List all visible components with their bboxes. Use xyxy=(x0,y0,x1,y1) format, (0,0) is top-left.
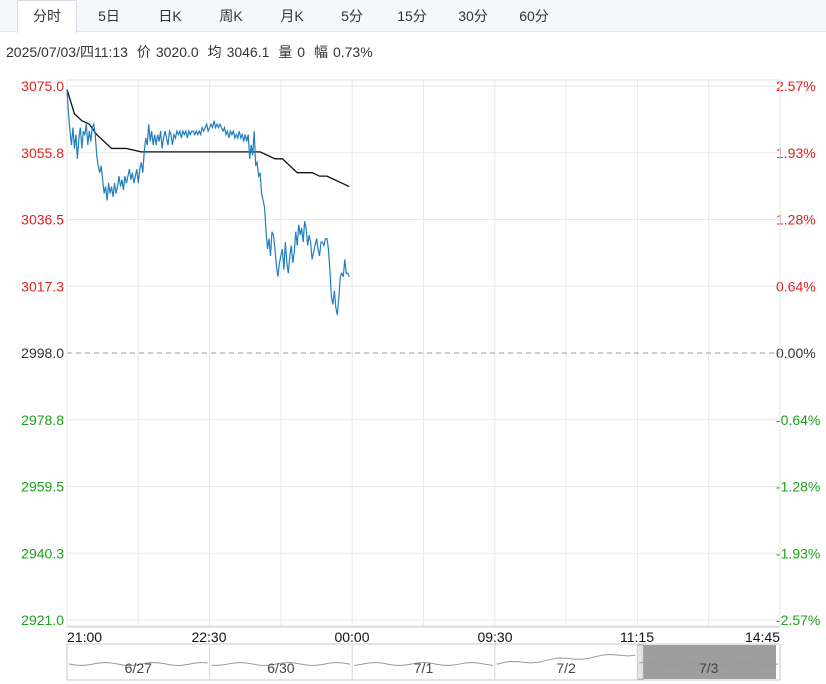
y-tick-label-right: -0.64% xyxy=(776,412,820,428)
period-tabbar: 分时 5日 日K 周K 月K 5分 15分 30分 60分 xyxy=(0,0,826,33)
average-price-line xyxy=(66,89,350,188)
tab-daily-k[interactable]: 日K xyxy=(158,8,182,24)
navigator-label: 7/3 xyxy=(699,660,719,676)
navigator-trend xyxy=(211,662,351,666)
range-label: 幅 xyxy=(313,44,328,60)
avg-value: 3046.1 xyxy=(226,44,270,60)
y-tick-label-right: 0.00% xyxy=(776,345,816,361)
y-tick-label-left: 2940.3 xyxy=(21,545,64,561)
avg-label: 均 xyxy=(207,44,222,60)
y-tick-label-left: 3075.0 xyxy=(21,78,64,94)
plot-frame xyxy=(66,79,781,627)
volume-value: 0 xyxy=(297,44,306,60)
y-tick-label-right: -2.57% xyxy=(776,612,820,628)
y-tick-label-left: 2959.5 xyxy=(21,479,64,495)
navigator-label: 7/2 xyxy=(556,660,576,676)
navigator-label: 6/30 xyxy=(267,660,294,676)
tab-monthly-k[interactable]: 月K xyxy=(280,8,304,24)
price-value: 3020.0 xyxy=(155,44,199,60)
navigator-selection xyxy=(641,645,776,679)
x-tick-label: 00:00 xyxy=(334,629,369,645)
range-value: 0.73% xyxy=(332,44,373,60)
price-line xyxy=(66,89,350,315)
tab-weekly-k[interactable]: 周K xyxy=(219,8,243,24)
x-tick-label: 14:45 xyxy=(745,629,780,645)
price-label: 价 xyxy=(136,44,151,60)
tab-intraday[interactable]: 分时 xyxy=(17,0,77,33)
y-tick-label-left: 2978.8 xyxy=(21,412,64,428)
y-tick-label-left: 3055.8 xyxy=(21,145,64,161)
navigator-trend xyxy=(354,661,493,666)
navigator-trend xyxy=(496,654,636,665)
y-tick-label-left: 2921.0 xyxy=(21,612,64,628)
tab-30min[interactable]: 30分 xyxy=(458,8,488,24)
y-tick-label-right: -1.93% xyxy=(776,545,820,561)
y-tick-label-right: 1.28% xyxy=(776,212,816,228)
y-tick-label-right: 2.57% xyxy=(776,78,816,94)
x-tick-label: 22:30 xyxy=(191,629,226,645)
y-tick-label-right: 0.64% xyxy=(776,278,816,294)
navigator-label: 7/1 xyxy=(414,660,434,676)
navigator-handle-left xyxy=(636,644,644,680)
navigator-trend xyxy=(68,662,208,666)
volume-label: 量 xyxy=(278,44,293,60)
x-tick-label: 09:30 xyxy=(477,629,512,645)
x-tick-label: 21:00 xyxy=(67,629,102,645)
tab-60min[interactable]: 60分 xyxy=(519,8,549,24)
navigator-label: 6/27 xyxy=(125,660,152,676)
navigator-trend xyxy=(639,662,779,666)
tab-5min[interactable]: 5分 xyxy=(341,8,363,24)
y-tick-label-left: 2998.0 xyxy=(21,345,64,361)
quote-datetime: 2025/07/03/四11:13 xyxy=(6,44,128,60)
y-tick-label-right: -1.28% xyxy=(776,479,820,495)
x-tick-label: 11:15 xyxy=(620,629,654,645)
tab-5day[interactable]: 5日 xyxy=(98,8,120,24)
y-tick-label-left: 3036.5 xyxy=(21,212,64,228)
tab-15min[interactable]: 15分 xyxy=(397,8,427,24)
y-tick-label-left: 3017.3 xyxy=(21,278,64,294)
y-tick-label-right: 1.93% xyxy=(776,145,816,161)
